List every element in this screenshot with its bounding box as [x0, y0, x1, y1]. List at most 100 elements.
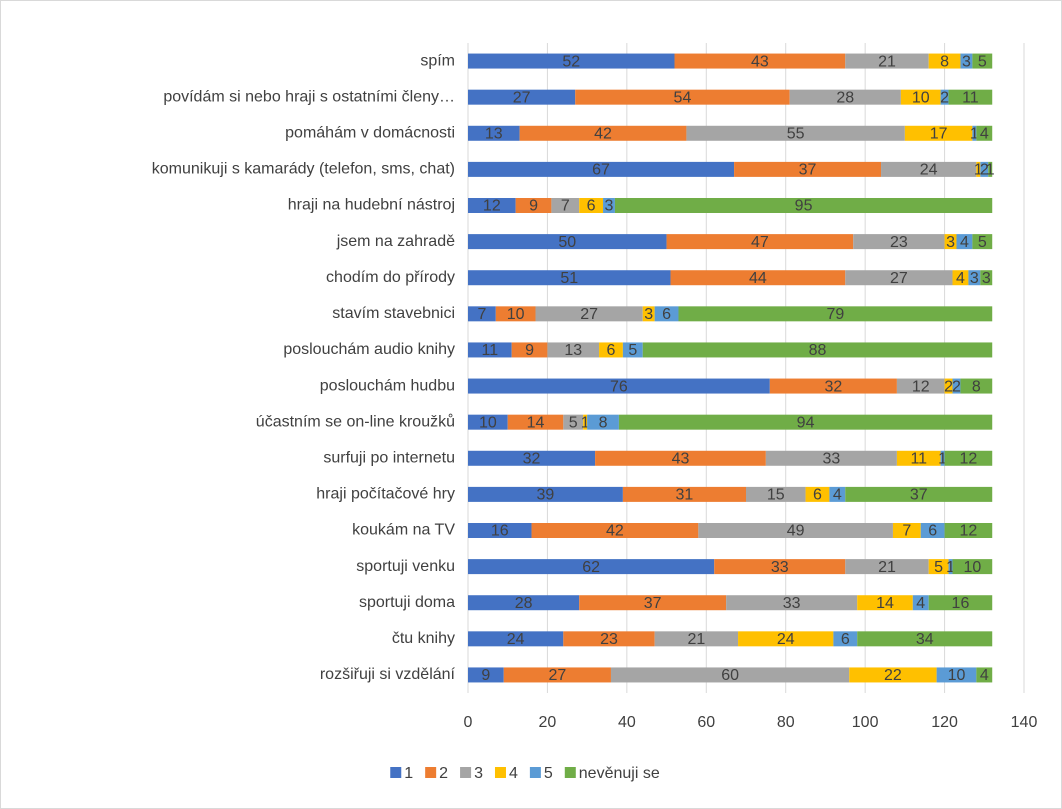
- data-label: 52: [562, 53, 580, 70]
- data-label: 4: [960, 234, 969, 251]
- data-label: 1: [946, 559, 955, 576]
- data-label: 42: [606, 523, 624, 540]
- bar-segment: [519, 125, 687, 141]
- bar-segment: [468, 523, 532, 538]
- data-label: 88: [809, 342, 827, 359]
- data-label: 23: [890, 234, 908, 251]
- y-tick-label: rozšiřuji si vzdělání: [320, 666, 456, 683]
- data-label: 6: [928, 523, 937, 540]
- bar-segment: [468, 270, 671, 286]
- y-tick-label: komunikuji s kamarády (telefon, sms, cha…: [152, 161, 455, 178]
- data-label: 12: [912, 378, 930, 395]
- bar-segment: [468, 450, 596, 466]
- data-label: 3: [946, 234, 955, 251]
- data-label: 27: [580, 306, 598, 323]
- legend-swatch: [529, 767, 541, 778]
- bar-segment: [587, 414, 619, 430]
- data-label: 62: [582, 559, 600, 576]
- bar-segment: [976, 161, 981, 177]
- data-label: 15: [767, 487, 785, 504]
- data-label: 24: [507, 631, 525, 648]
- data-label: 33: [822, 450, 840, 467]
- y-tick-label: spím: [420, 52, 455, 69]
- bar-segment: [714, 559, 846, 575]
- data-label: 4: [980, 667, 989, 684]
- bar-segment: [940, 89, 949, 105]
- y-tick-label: koukám na TV: [352, 522, 455, 539]
- data-label: 10: [479, 414, 497, 431]
- bar-segment: [980, 161, 989, 177]
- bar-segment: [765, 450, 897, 466]
- bar-segment: [468, 89, 576, 105]
- x-tick-label: 120: [931, 714, 958, 731]
- bar-segment: [678, 306, 993, 322]
- data-label: 1: [938, 450, 947, 467]
- bar-segment: [563, 414, 584, 430]
- data-label: 51: [560, 270, 578, 287]
- bar-segment: [515, 198, 552, 213]
- bar-segment: [563, 631, 655, 647]
- bar-segment: [952, 270, 969, 286]
- y-tick-label: povídám si nebo hraji s ostatními členy…: [163, 88, 455, 105]
- data-label: 5: [978, 234, 987, 251]
- bar-segment: [599, 342, 623, 358]
- bar-segment: [468, 559, 715, 575]
- data-label: 5: [628, 342, 637, 359]
- data-label: 47: [751, 234, 769, 251]
- data-label: 95: [795, 198, 813, 215]
- bar-segment: [944, 450, 993, 466]
- bar-segment: [952, 378, 961, 394]
- bar-segment: [968, 270, 981, 286]
- bar-segment: [960, 378, 993, 394]
- bar-segment: [468, 595, 580, 611]
- y-tick-label: účastním se on-line kroužků: [256, 412, 455, 430]
- bar-segment: [920, 523, 945, 538]
- data-label: 6: [841, 631, 850, 648]
- y-tick-label: čtu knihy: [392, 630, 455, 647]
- data-label: 1: [970, 125, 979, 142]
- data-label: 3: [962, 53, 971, 70]
- data-label: 37: [910, 487, 928, 504]
- bar-segment: [944, 234, 957, 250]
- x-tick-label: 20: [539, 714, 557, 731]
- bar-segment: [960, 53, 973, 69]
- bar-segment: [622, 342, 643, 358]
- bar-segment: [853, 234, 945, 250]
- data-label: 21: [878, 53, 896, 70]
- data-label: 4: [980, 125, 989, 142]
- bar-segment: [583, 414, 588, 430]
- bar-segment: [468, 667, 504, 683]
- data-label: 3: [644, 306, 653, 323]
- data-label: 79: [826, 306, 844, 323]
- data-label: 5: [978, 53, 987, 70]
- bar-segment: [642, 306, 655, 322]
- data-label: 76: [610, 378, 628, 395]
- data-label: 37: [799, 162, 817, 179]
- data-label: 54: [674, 89, 692, 106]
- bar-segment: [976, 125, 993, 141]
- data-label: 6: [587, 198, 596, 215]
- y-tick-label: sportuji doma: [359, 594, 455, 611]
- data-label: 55: [787, 125, 805, 142]
- bar-segment: [579, 595, 727, 611]
- data-label: 23: [600, 631, 618, 648]
- bar-segment: [845, 486, 993, 502]
- bar-segment: [622, 486, 746, 502]
- x-tick-label: 140: [1011, 714, 1038, 731]
- x-tick-label: 0: [464, 714, 473, 731]
- bar-segment: [900, 89, 941, 105]
- bar-segment: [734, 161, 882, 177]
- bar-segment: [595, 450, 766, 466]
- bar-segment: [642, 342, 993, 358]
- legend-label: 5: [544, 765, 553, 782]
- data-label: 12: [960, 450, 978, 467]
- legend-swatch: [390, 767, 402, 778]
- data-label: 94: [797, 414, 815, 431]
- y-tick-label: surfuji po internetu: [323, 449, 455, 466]
- data-label: 1: [986, 162, 995, 179]
- bar-segment: [468, 125, 520, 141]
- bar-segment: [503, 667, 611, 683]
- bar-segment: [892, 523, 921, 538]
